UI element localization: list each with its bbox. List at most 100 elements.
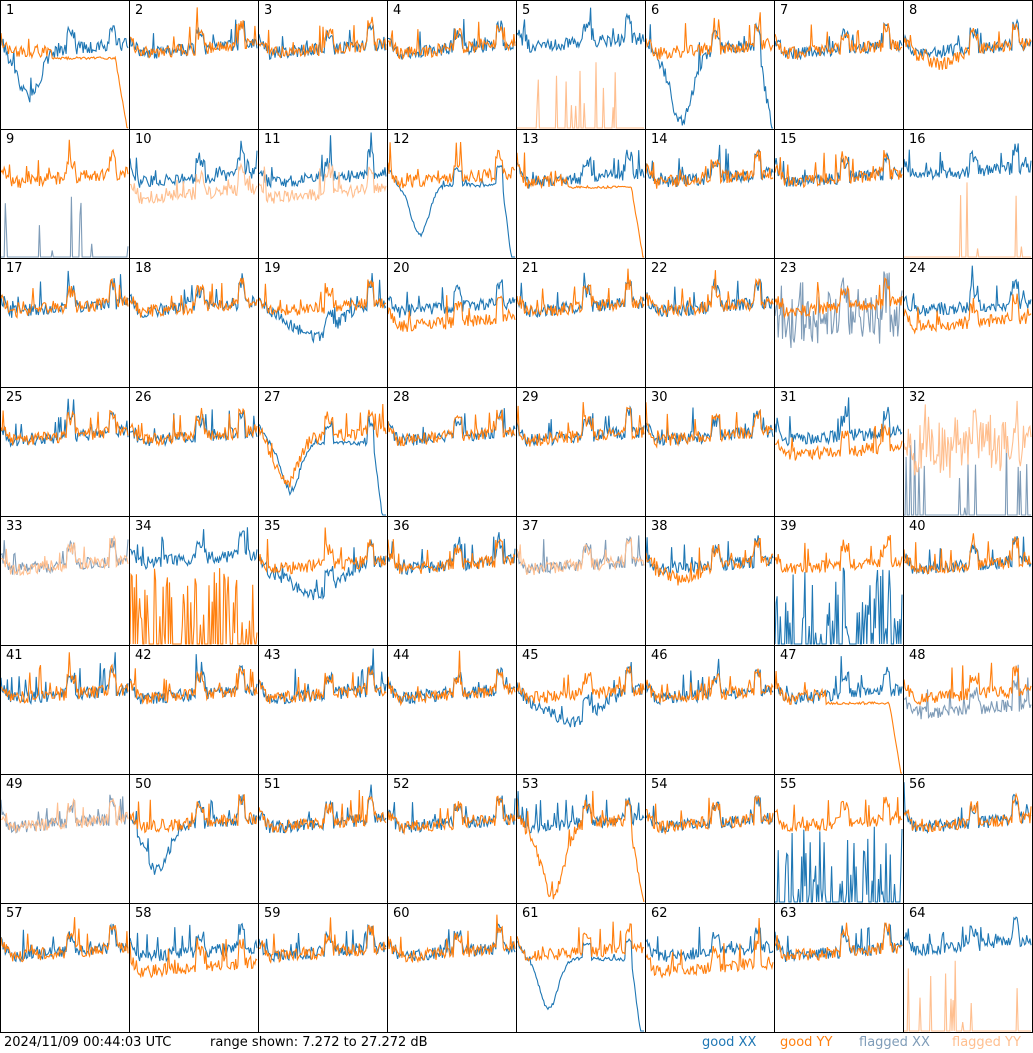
panel-number: 19 [264,261,281,276]
series-xx [130,140,258,188]
series-xx [259,132,387,189]
panel-plot [388,795,516,836]
panel-plot [517,661,645,728]
panel-plot [1,794,129,834]
panel-50: 50 [129,774,259,904]
series-xx [904,916,1032,957]
panel-number: 22 [651,261,668,276]
panel-number: 51 [264,777,281,792]
panel-number: 52 [393,777,410,792]
panel-number: 32 [909,390,926,405]
panel-42: 42 [129,645,259,775]
series-xx [775,271,903,348]
panel-31: 31 [774,387,904,517]
series-yy [1,917,129,963]
panel-64: 64 [903,903,1033,1033]
series-xx [646,926,774,962]
panel-plot [259,403,387,516]
series-yy [130,407,258,447]
series-xx [904,439,1031,516]
series-xx [775,567,903,645]
series-yy [259,666,387,704]
footer: 2024/11/09 00:44:03 UTC range shown: 7.2… [0,1033,1033,1053]
series-yy [1,139,129,188]
panel-number: 50 [135,777,152,792]
panel-plot [388,532,516,576]
panel-plot [1,534,129,577]
panel-number: 26 [135,390,152,405]
series-yy [775,534,903,574]
panel-number: 55 [780,777,797,792]
panel-number: 10 [135,132,152,147]
series-yy [517,402,645,447]
series-xx [517,938,644,1032]
panel-number: 49 [6,777,23,792]
series-xx [130,19,258,59]
panel-plot [1,25,129,129]
panel-number: 38 [651,519,668,534]
panel-46: 46 [645,645,775,775]
panel-number: 36 [393,519,410,534]
series-yy [130,937,258,979]
panel-number: 4 [393,3,402,18]
panel-number: 44 [393,648,410,663]
series-yy [775,150,903,189]
panel-plot [904,533,1032,576]
panel-plot [388,650,516,707]
panel-15: 15 [774,129,904,259]
panel-plot [259,16,387,60]
panel-plot [130,654,258,705]
panel-plot [1,139,129,258]
panel-plot [775,150,903,189]
series-yy [1,278,129,319]
series-yy [388,914,516,964]
panel-10: 10 [129,129,259,259]
series-yy [388,795,516,836]
series-xx [259,648,387,705]
panel-plot [904,916,1032,1032]
panel-55: 55 [774,774,904,904]
panel-38: 38 [645,516,775,646]
panel-plot [259,917,387,964]
series-xx [775,656,903,705]
panel-4: 4 [387,0,517,130]
panel-number: 25 [6,390,23,405]
panel-18: 18 [129,258,259,388]
panel-11: 11 [258,129,388,259]
panel-plot [130,527,258,645]
panel-plot [904,143,1032,258]
panel-28: 28 [387,387,517,517]
panel-number: 42 [135,648,152,663]
panel-number: 3 [264,3,273,18]
panel-plot [517,790,645,903]
series-yy [259,162,387,204]
series-yy [646,149,774,189]
series-yy [388,538,516,574]
series-yy [130,162,258,205]
series-yy [388,295,516,332]
panel-plot [775,271,903,348]
panel-plot [388,141,516,258]
series-yy [259,917,387,964]
series-yy [259,16,387,59]
series-yy [646,668,774,704]
panel-plot [1,270,129,319]
panel-number: 21 [522,261,539,276]
series-yy [904,293,1032,335]
panel-number: 39 [780,519,797,534]
panel-number: 58 [135,906,152,921]
series-yy [775,796,903,833]
panel-21: 21 [516,258,646,388]
panel-plot [646,402,774,449]
panel-40: 40 [903,516,1033,646]
series-xx [1,923,129,963]
panel-plot [1,398,129,448]
panel-plot [646,917,774,979]
panel-number: 16 [909,132,926,147]
panel-45: 45 [516,645,646,775]
panel-52: 52 [387,774,517,904]
panel-26: 26 [129,387,259,517]
panel-53: 53 [516,774,646,904]
series-xx [130,922,258,963]
panel-plot [775,22,903,61]
